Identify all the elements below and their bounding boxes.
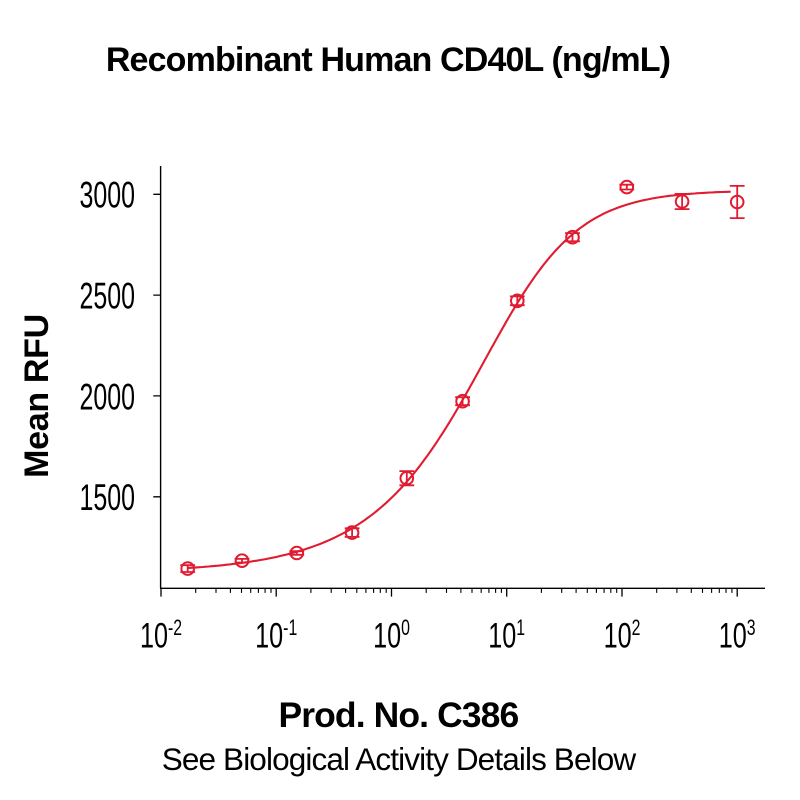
svg-text:10-1: 10-1 [255,616,297,655]
svg-text:2000: 2000 [79,375,135,417]
svg-text:1500: 1500 [79,476,135,518]
svg-text:3000: 3000 [79,174,135,216]
svg-text:2500: 2500 [79,275,135,317]
